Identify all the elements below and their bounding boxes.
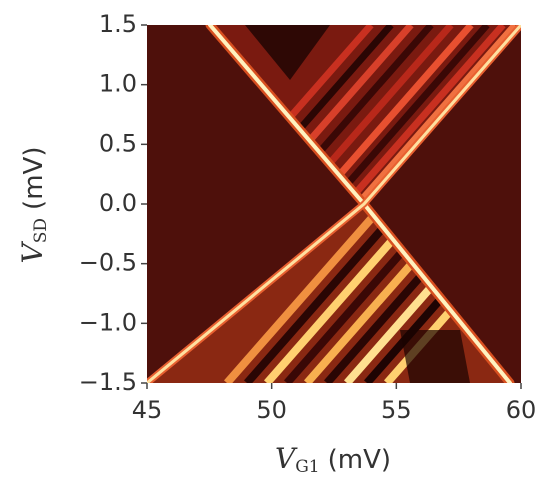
- y-tick-label: 1.0: [99, 70, 137, 98]
- y-tick-label: 0.5: [99, 129, 137, 157]
- x-tick-label: 50: [256, 396, 287, 424]
- x-tick-label: 55: [381, 396, 412, 424]
- y-tick-label: −1.0: [79, 308, 137, 336]
- heatmap: [147, 25, 521, 383]
- x-axis-label: VG1 (mV): [275, 442, 391, 477]
- y-tick-label: −1.5: [79, 368, 137, 396]
- y-axis-label: VSD(mV): [16, 147, 51, 264]
- x-tick-label: 60: [506, 396, 537, 424]
- x-tick-label: 45: [132, 396, 163, 424]
- y-tick-label: −0.5: [79, 249, 137, 277]
- y-tick-label: 1.5: [99, 10, 137, 38]
- y-tick-label: 0.0: [99, 189, 137, 217]
